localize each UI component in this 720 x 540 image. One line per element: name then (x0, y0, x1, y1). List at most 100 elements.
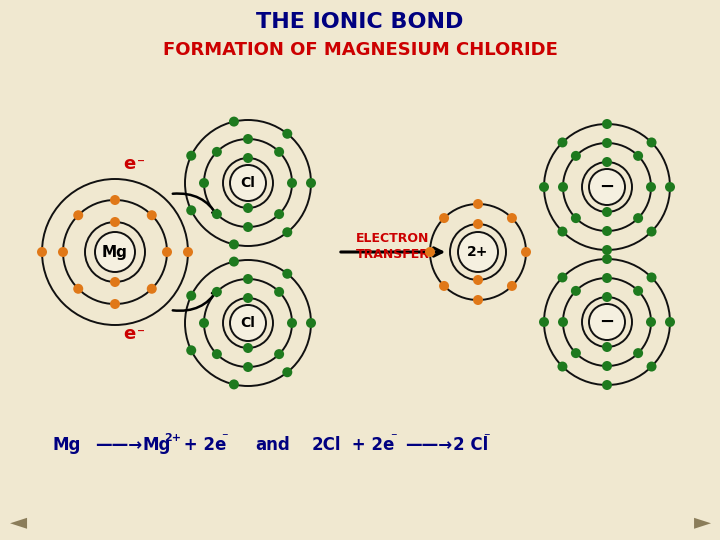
Text: Mg: Mg (102, 245, 128, 260)
Text: 2Cl: 2Cl (312, 436, 341, 454)
Circle shape (73, 284, 84, 294)
Circle shape (306, 178, 316, 188)
Circle shape (602, 254, 612, 264)
Circle shape (439, 213, 449, 223)
Circle shape (199, 178, 209, 188)
Circle shape (665, 317, 675, 327)
Circle shape (162, 247, 172, 257)
Circle shape (243, 134, 253, 144)
Circle shape (147, 284, 157, 294)
Circle shape (558, 182, 568, 192)
Circle shape (243, 153, 253, 163)
Text: TRANSFER: TRANSFER (356, 248, 430, 261)
Circle shape (557, 227, 567, 237)
Circle shape (282, 227, 292, 237)
Circle shape (186, 151, 197, 161)
Text: −: − (600, 178, 615, 196)
Circle shape (647, 227, 657, 237)
Circle shape (633, 213, 643, 223)
Circle shape (439, 281, 449, 291)
Circle shape (647, 138, 657, 147)
Circle shape (229, 117, 239, 126)
Circle shape (229, 380, 239, 389)
Circle shape (229, 239, 239, 249)
Circle shape (212, 209, 222, 219)
Circle shape (571, 151, 581, 161)
Circle shape (557, 138, 567, 147)
Circle shape (589, 304, 625, 340)
Circle shape (274, 147, 284, 157)
Circle shape (230, 305, 266, 341)
Circle shape (274, 209, 284, 219)
Text: THE IONIC BOND: THE IONIC BOND (256, 12, 464, 32)
Circle shape (95, 232, 135, 272)
Circle shape (199, 318, 209, 328)
Circle shape (229, 256, 239, 267)
Circle shape (557, 273, 567, 282)
Circle shape (602, 292, 612, 302)
Circle shape (571, 286, 581, 296)
Circle shape (282, 129, 292, 139)
Circle shape (287, 178, 297, 188)
Text: ⁻: ⁻ (390, 431, 397, 444)
Circle shape (473, 275, 483, 285)
Text: ⁻: ⁻ (483, 431, 490, 444)
Text: ⁻: ⁻ (137, 157, 145, 172)
Text: 2+: 2+ (467, 245, 489, 259)
Circle shape (306, 318, 316, 328)
Circle shape (243, 362, 253, 372)
Circle shape (243, 343, 253, 353)
Circle shape (647, 362, 657, 372)
Text: Cl: Cl (240, 316, 256, 330)
Circle shape (473, 219, 483, 229)
Text: Mg: Mg (142, 436, 171, 454)
Circle shape (58, 247, 68, 257)
Circle shape (147, 210, 157, 220)
Text: Cl: Cl (240, 176, 256, 190)
Circle shape (230, 165, 266, 201)
Circle shape (589, 169, 625, 205)
Circle shape (110, 277, 120, 287)
Text: 2+: 2+ (164, 433, 181, 443)
Circle shape (571, 213, 581, 223)
Circle shape (602, 273, 612, 283)
Circle shape (539, 317, 549, 327)
Circle shape (458, 232, 498, 272)
Circle shape (633, 286, 643, 296)
Circle shape (602, 361, 612, 371)
Text: ——→: ——→ (405, 436, 452, 454)
Circle shape (557, 362, 567, 372)
Circle shape (186, 291, 197, 301)
Circle shape (243, 274, 253, 284)
Circle shape (646, 182, 656, 192)
Circle shape (473, 295, 483, 305)
Circle shape (539, 182, 549, 192)
Circle shape (665, 182, 675, 192)
Circle shape (186, 205, 197, 215)
Text: ——→: ——→ (95, 436, 142, 454)
Circle shape (212, 349, 222, 359)
Text: −: − (600, 313, 615, 331)
Circle shape (633, 348, 643, 358)
Circle shape (602, 380, 612, 390)
Text: ⁻: ⁻ (221, 431, 228, 444)
Circle shape (521, 247, 531, 257)
Circle shape (110, 299, 120, 309)
Text: ⁻: ⁻ (137, 327, 145, 342)
Circle shape (37, 247, 47, 257)
Text: + 2e: + 2e (346, 436, 395, 454)
Text: ELECTRON: ELECTRON (356, 232, 430, 245)
Text: + 2e: + 2e (178, 436, 226, 454)
Circle shape (274, 349, 284, 359)
Circle shape (243, 203, 253, 213)
Text: e: e (123, 325, 135, 343)
Circle shape (73, 210, 84, 220)
Circle shape (602, 119, 612, 129)
Circle shape (186, 345, 197, 355)
Circle shape (110, 217, 120, 227)
Circle shape (473, 199, 483, 209)
Circle shape (558, 317, 568, 327)
Text: FORMATION OF MAGNESIUM CHLORIDE: FORMATION OF MAGNESIUM CHLORIDE (163, 41, 557, 59)
Circle shape (507, 281, 517, 291)
Circle shape (282, 367, 292, 377)
